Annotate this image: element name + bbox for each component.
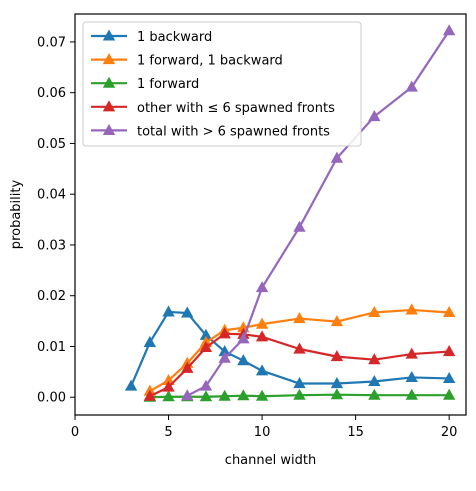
data-point-marker [293,377,306,389]
data-point-marker [218,351,231,363]
data-point-marker [218,389,231,401]
y-tick-label: 0.00 [37,391,66,406]
data-point-marker [255,317,269,329]
data-point-marker [330,315,344,327]
data-point-marker [368,110,381,122]
y-tick-label: 0.04 [37,188,66,203]
x-tick-label: 20 [441,425,458,440]
series-line [130,310,450,387]
data-point-marker [293,388,306,400]
data-point-marker [237,332,250,344]
legend-swatch-marker [102,53,116,65]
data-point-marker [162,390,175,402]
data-point-marker [143,335,157,347]
series-4 [143,327,456,401]
data-point-marker [405,388,418,400]
legend-item: other with ≤ 6 spawned fronts [91,100,335,116]
data-point-marker [255,330,269,342]
data-point-marker [442,371,456,384]
data-point-marker [181,361,194,373]
plot-area-frame [74,13,467,416]
data-point-marker [237,389,250,401]
data-point-marker [442,305,456,318]
legend-swatch-marker [102,29,116,41]
y-tick-label: 0.07 [37,35,66,50]
data-point-marker [162,305,175,317]
data-point-marker [199,328,213,340]
legend-swatch-marker [102,76,116,88]
y-tick-label: 0.02 [37,289,66,304]
y-tick-label: 0.03 [37,238,66,253]
data-point-marker [181,306,194,318]
data-point-marker [330,350,344,362]
series-1 [124,305,456,391]
legend-label: 1 forward [137,77,199,92]
data-point-marker [368,305,381,318]
data-point-marker [199,379,213,391]
data-point-marker [218,345,231,357]
legend-item: 1 forward [91,76,199,92]
data-point-marker [442,388,456,400]
data-point-marker [237,354,250,366]
data-point-marker [368,388,381,400]
series-5 [181,24,456,401]
x-tick-label: 0 [71,425,79,440]
data-point-marker [442,24,456,36]
legend-item: 1 forward, 1 backward [91,53,283,69]
series-line [186,30,451,397]
data-point-marker [405,303,418,315]
x-tick-label: 5 [164,425,172,440]
data-point-marker [330,377,344,389]
legend-label: 1 backward [137,30,212,45]
data-point-marker [293,342,306,354]
data-point-marker [199,390,213,402]
data-point-marker [199,340,213,353]
legend: 1 backward 1 forward, 1 backward 1 forward… [82,21,362,147]
y-axis-title: probability [9,180,24,250]
data-point-marker [255,389,269,401]
x-tick-label: 15 [347,425,364,440]
data-point-marker [255,281,269,293]
data-point-marker [405,370,418,382]
data-point-marker [330,388,344,400]
data-point-marker [162,373,175,386]
data-point-marker [143,389,157,401]
y-tick-label: 0.05 [37,137,66,152]
y-tick-label: 0.01 [37,340,66,355]
x-axis: 0 5 10 15 20 [71,415,458,440]
legend-swatch-marker [102,100,116,112]
x-tick-label: 10 [254,425,271,440]
legend-box [82,21,362,147]
data-point-marker [405,347,418,359]
data-point-marker [368,374,381,387]
data-point-marker [218,327,231,339]
data-point-marker [124,379,138,391]
legend-item: 1 backward [91,29,212,45]
data-point-marker [330,151,344,163]
y-axis: 0.00 0.01 0.02 0.03 0.04 0.05 0.06 0.07 [37,35,75,406]
data-point-marker [255,364,269,376]
data-point-marker [293,220,306,232]
data-point-marker [442,345,456,357]
legend-label: total with > 6 spawned fronts [137,124,330,139]
series-layer [124,24,456,402]
legend-item: total with > 6 spawned fronts [91,123,330,139]
data-point-marker [368,353,381,365]
legend-label: other with ≤ 6 spawned fronts [137,101,335,116]
series-2 [143,303,456,396]
data-point-marker [181,389,194,401]
data-point-marker [293,312,306,324]
y-tick-label: 0.06 [37,86,66,101]
data-point-marker [162,380,175,392]
data-point-marker [405,80,418,92]
x-axis-title: channel width [225,453,316,468]
legend-label: 1 forward, 1 backward [137,54,283,69]
legend-swatch-marker [102,123,116,135]
